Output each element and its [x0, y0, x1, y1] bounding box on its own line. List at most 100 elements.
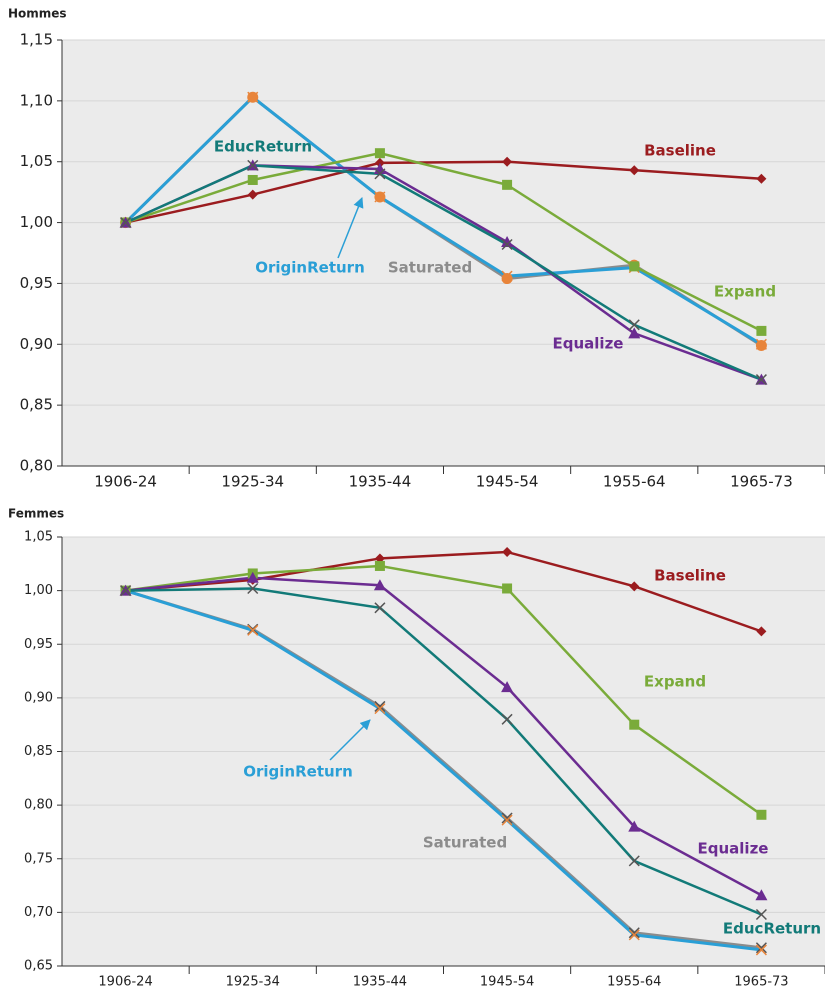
- marker: [756, 809, 767, 820]
- marker: [502, 179, 513, 190]
- marker: [247, 91, 259, 103]
- x-tick-label: 1906-24: [94, 473, 157, 491]
- marker: [755, 944, 767, 956]
- marker: [502, 547, 513, 558]
- marker: [756, 626, 767, 637]
- series-line: [125, 576, 763, 897]
- marker: [502, 156, 513, 167]
- marker: [501, 236, 514, 248]
- marker: [247, 159, 259, 171]
- series-label: Equalize: [698, 840, 769, 858]
- y-tick-label: 0,95: [20, 274, 53, 292]
- series-line: [125, 564, 763, 816]
- y-tick-label: 0,95: [24, 637, 53, 652]
- plot-area: [62, 40, 825, 466]
- annotation-arrow: [329, 719, 371, 761]
- marker: [502, 583, 513, 594]
- series-label: Baseline: [644, 142, 716, 160]
- series-label: Baseline: [654, 567, 726, 585]
- x-tick-label: 1965-73: [734, 975, 788, 990]
- marker: [374, 700, 386, 712]
- series-line: [124, 95, 763, 346]
- marker: [120, 217, 132, 229]
- y-tick-label: 0,80: [20, 457, 53, 475]
- series-label: OriginReturn: [255, 259, 365, 277]
- marker: [246, 571, 259, 583]
- chart-title: Hommes: [8, 7, 67, 21]
- marker: [501, 713, 513, 725]
- marker: [756, 173, 767, 184]
- marker: [755, 908, 767, 921]
- series-label: EducReturn: [723, 920, 821, 938]
- marker: [755, 889, 768, 901]
- marker: [628, 927, 640, 939]
- x-tick-label: 1955-64: [607, 975, 661, 990]
- marker: [755, 338, 767, 350]
- marker: [629, 581, 640, 592]
- x-tick-label: 1945-54: [476, 473, 539, 491]
- y-tick-label: 1,00: [20, 213, 53, 231]
- marker: [755, 942, 767, 954]
- marker: [501, 812, 513, 824]
- x-tick-label: 1955-64: [603, 473, 666, 491]
- marker: [247, 189, 258, 200]
- series-line: [125, 164, 762, 381]
- y-tick-label: 1,00: [24, 583, 53, 598]
- x-tick-label: 1935-44: [349, 473, 412, 491]
- x-tick-label: 1925-34: [226, 975, 280, 990]
- y-tick-label: 0,90: [24, 690, 53, 705]
- y-tick-label: 0,85: [24, 744, 53, 759]
- y-tick-label: 1,10: [20, 91, 53, 109]
- marker: [501, 681, 514, 693]
- series-label: OriginReturn: [243, 763, 353, 781]
- y-tick-label: 1,15: [20, 31, 53, 49]
- series-label: Expand: [644, 673, 706, 691]
- marker: [374, 553, 385, 564]
- marker: [247, 623, 259, 635]
- marker: [755, 374, 767, 386]
- y-tick-label: 0,70: [24, 905, 53, 920]
- marker: [374, 148, 385, 159]
- marker: [629, 261, 640, 272]
- y-tick-label: 1,05: [24, 530, 53, 545]
- marker: [374, 191, 386, 203]
- annotation-arrow: [337, 197, 364, 259]
- series-label: EducReturn: [214, 138, 312, 156]
- y-tick-label: 0,65: [24, 959, 53, 974]
- marker: [629, 719, 640, 730]
- x-tick-label: 1945-54: [480, 975, 534, 990]
- marker: [247, 624, 259, 636]
- series-line: [125, 151, 762, 333]
- x-tick-label: 1935-44: [353, 975, 407, 990]
- marker: [247, 174, 258, 185]
- series-label: Saturated: [388, 259, 472, 277]
- series-line: [125, 160, 762, 224]
- series-line: [125, 550, 762, 633]
- marker: [501, 238, 513, 251]
- marker: [373, 579, 386, 591]
- marker: [501, 814, 513, 826]
- marker: [756, 325, 767, 336]
- marker: [120, 585, 132, 597]
- y-tick-label: 0,85: [20, 396, 53, 414]
- y-tick-label: 1,05: [20, 152, 53, 170]
- marker: [374, 560, 385, 571]
- x-tick-label: 1965-73: [730, 473, 793, 491]
- series-label: Equalize: [553, 335, 624, 353]
- y-tick-label: 0,80: [24, 798, 53, 813]
- marker: [374, 602, 386, 614]
- marker: [755, 340, 767, 352]
- marker: [374, 157, 385, 168]
- marker: [628, 855, 640, 867]
- y-tick-label: 0,90: [20, 335, 53, 353]
- marker: [628, 319, 640, 331]
- chart-title: Femmes: [8, 507, 64, 521]
- x-tick-label: 1906-24: [98, 975, 152, 990]
- series-line: [125, 589, 762, 952]
- series-label: Expand: [714, 283, 776, 301]
- marker: [247, 582, 259, 595]
- marker: [628, 929, 640, 941]
- x-tick-label: 1925-34: [221, 473, 284, 491]
- marker: [374, 703, 386, 715]
